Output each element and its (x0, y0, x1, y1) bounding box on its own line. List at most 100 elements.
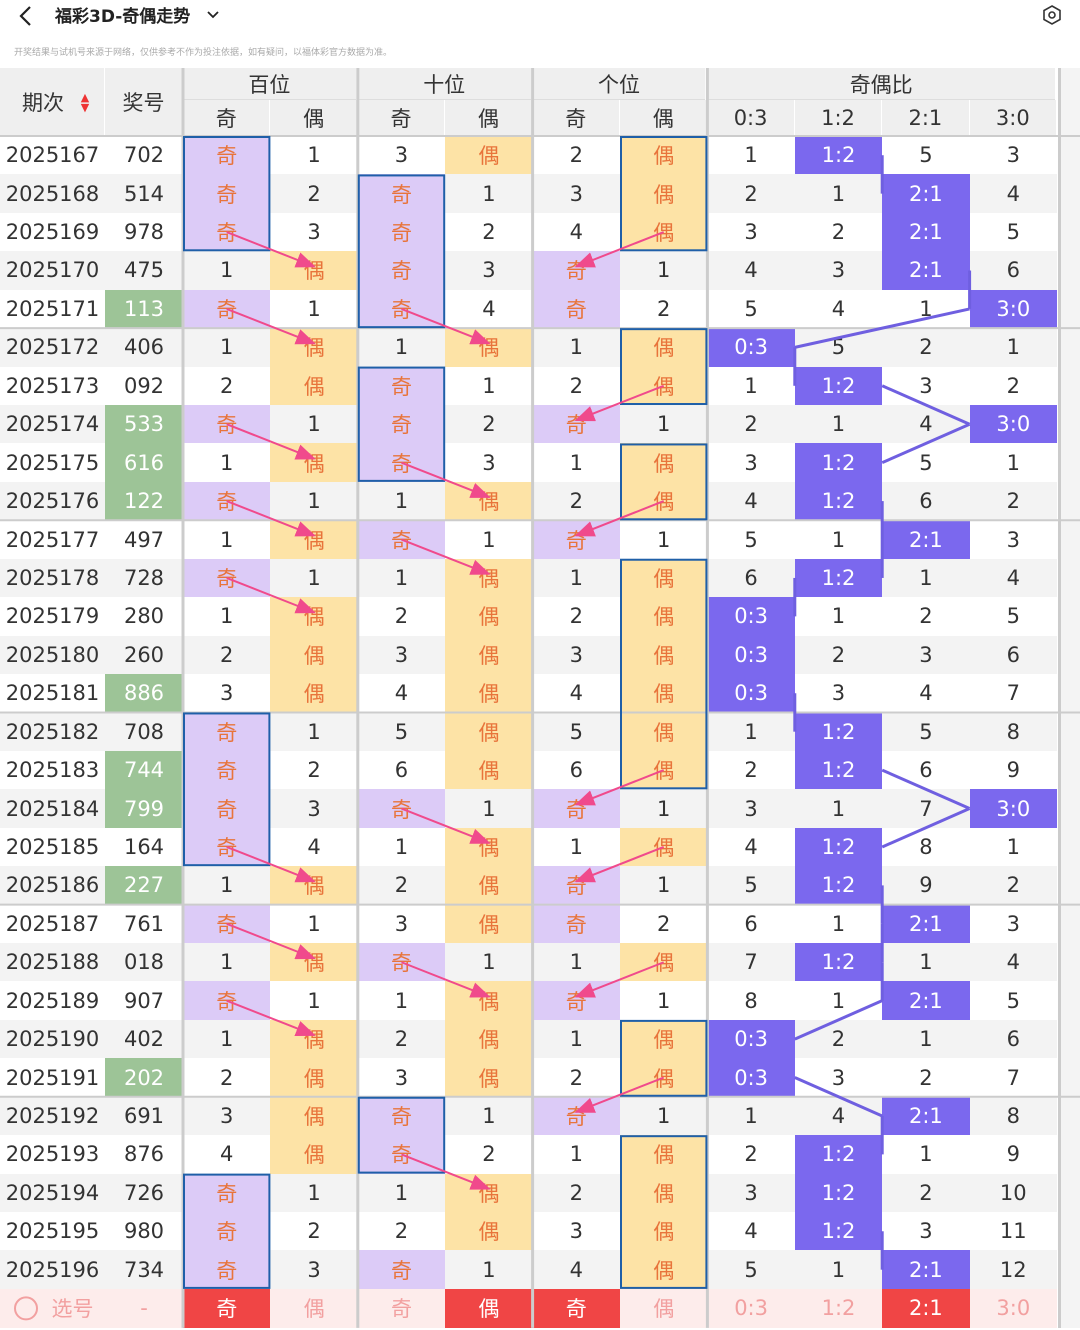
number-cell: 616 (105, 443, 183, 482)
trend-cell: 4 (882, 674, 970, 713)
trend-cell: 6 (707, 904, 795, 944)
trend-cell: 偶 (445, 635, 533, 674)
footer-cell[interactable]: 奇 (183, 1288, 271, 1328)
trend-cell: 5 (707, 520, 795, 559)
trend-cell: 2 (357, 1212, 446, 1251)
number-cell: 726 (105, 1173, 183, 1213)
trend-cell: 3 (357, 1058, 446, 1097)
trend-cell: 1 (445, 174, 533, 213)
trend-cell: 2 (882, 1058, 970, 1097)
trend-cell: 1 (620, 520, 708, 559)
trend-cell: 5 (707, 1250, 795, 1289)
trend-cell: 1:2 (794, 443, 883, 482)
trend-cell: 奇 (183, 136, 271, 175)
trend-cell: 2 (532, 1058, 620, 1097)
trend-cell: 偶 (270, 943, 358, 982)
trend-cell: 偶 (270, 1019, 358, 1059)
trend-cell: 1 (357, 328, 446, 367)
trend-cell: 2 (270, 174, 358, 213)
trend-cell: 偶 (270, 1135, 358, 1174)
period-cell: 2025194 (0, 1173, 105, 1213)
trend-cell: 4 (445, 289, 533, 329)
trend-cell: 3 (707, 443, 795, 482)
trend-cell: 2 (445, 1135, 533, 1174)
header-cell: 奖号 (105, 68, 182, 136)
trend-cell: 8 (707, 981, 795, 1020)
trend-cell: 3 (969, 904, 1057, 944)
trend-cell: 奇 (183, 750, 271, 790)
top-bar: 福彩3D-奇偶走势 开奖结果与试机号来源于网络，仅供参考不作为投注依据，如有疑问… (14, 5, 1061, 58)
trend-cell: 1 (620, 789, 708, 828)
number-cell: 260 (105, 635, 183, 674)
footer-cell[interactable]: 0:3 (707, 1288, 795, 1328)
trend-cell: 奇 (183, 558, 271, 598)
trend-cell: 偶 (620, 558, 708, 598)
period-cell: 2025181 (0, 674, 105, 713)
trend-cell: 1 (270, 289, 358, 329)
trend-cell: 2 (532, 136, 620, 175)
number-cell: 978 (105, 212, 183, 252)
sub-header: 3:0 (969, 100, 1056, 136)
trend-cell: 3 (707, 789, 795, 828)
trend-cell: 1 (969, 328, 1057, 367)
trend-cell: 奇 (357, 251, 446, 290)
period-cell: 2025183 (0, 750, 105, 790)
trend-cell: 1 (794, 981, 883, 1020)
trend-cell: 7 (969, 674, 1057, 713)
footer-cell[interactable]: 1:2 (794, 1288, 883, 1328)
trend-cell: 偶 (270, 520, 358, 559)
trend-cell: 奇 (357, 443, 446, 482)
period-cell: 2025191 (0, 1058, 105, 1097)
sub-header: 2:1 (882, 100, 969, 136)
trend-cell: 1 (969, 827, 1057, 867)
number-cell: 514 (105, 174, 183, 213)
trend-cell: 2 (270, 1212, 358, 1251)
settings-icon[interactable] (1043, 5, 1061, 25)
period-cell: 2025182 (0, 712, 105, 751)
trend-cell: 2 (794, 635, 883, 674)
trend-cell: 1:2 (794, 866, 883, 905)
period-cell: 2025173 (0, 366, 105, 405)
trend-cell: 1 (532, 443, 620, 482)
number-cell: 734 (105, 1250, 183, 1289)
footer-cell[interactable]: 选号 (0, 1288, 105, 1328)
trend-cell: 1 (882, 558, 970, 598)
trend-cell: 2 (707, 405, 795, 444)
number-cell: 122 (105, 481, 183, 521)
trend-cell: 0:3 (707, 635, 795, 674)
footer-cell[interactable]: 偶 (620, 1288, 708, 1328)
period-cell: 2025172 (0, 328, 105, 367)
footer-cell[interactable]: 2:1 (882, 1288, 970, 1328)
trend-cell: 偶 (445, 481, 533, 521)
group-header: 奇偶比 (707, 68, 1055, 100)
trend-cell: 1:2 (794, 712, 883, 751)
trend-cell: 5 (532, 712, 620, 751)
trend-cell: 奇 (183, 1212, 271, 1251)
footer-cell[interactable]: 奇 (532, 1288, 620, 1328)
dropdown[interactable] (207, 11, 219, 19)
group-header: 个位 (532, 68, 706, 100)
trend-cell: 奇 (183, 481, 271, 521)
footer-cell[interactable]: 偶 (270, 1288, 358, 1328)
trend-cell: 1 (620, 405, 708, 444)
period-cell: 2025167 (0, 136, 105, 175)
trend-cell: 1 (357, 481, 446, 521)
trend-cell: 6 (707, 558, 795, 598)
trend-cell: 4 (794, 289, 883, 329)
trend-cell: 1 (882, 1019, 970, 1059)
trend-cell: 2 (969, 481, 1057, 521)
trend-cell: 6 (882, 481, 970, 521)
footer-cell[interactable]: 偶 (445, 1288, 533, 1328)
trend-cell: 偶 (620, 1173, 708, 1213)
trend-cell: 1 (620, 1096, 708, 1136)
trend-cell: 9 (969, 1135, 1057, 1174)
period-cell: 2025188 (0, 943, 105, 982)
footer-cell[interactable]: 奇 (357, 1288, 446, 1328)
footer-cell[interactable]: 3:0 (969, 1288, 1057, 1328)
trend-cell: 奇 (183, 827, 271, 867)
trend-cell: 3 (882, 1212, 970, 1251)
back-button[interactable] (19, 6, 31, 26)
trend-cell: 奇 (183, 981, 271, 1020)
trend-cell: 1 (270, 981, 358, 1020)
trend-cell: 偶 (620, 750, 708, 790)
